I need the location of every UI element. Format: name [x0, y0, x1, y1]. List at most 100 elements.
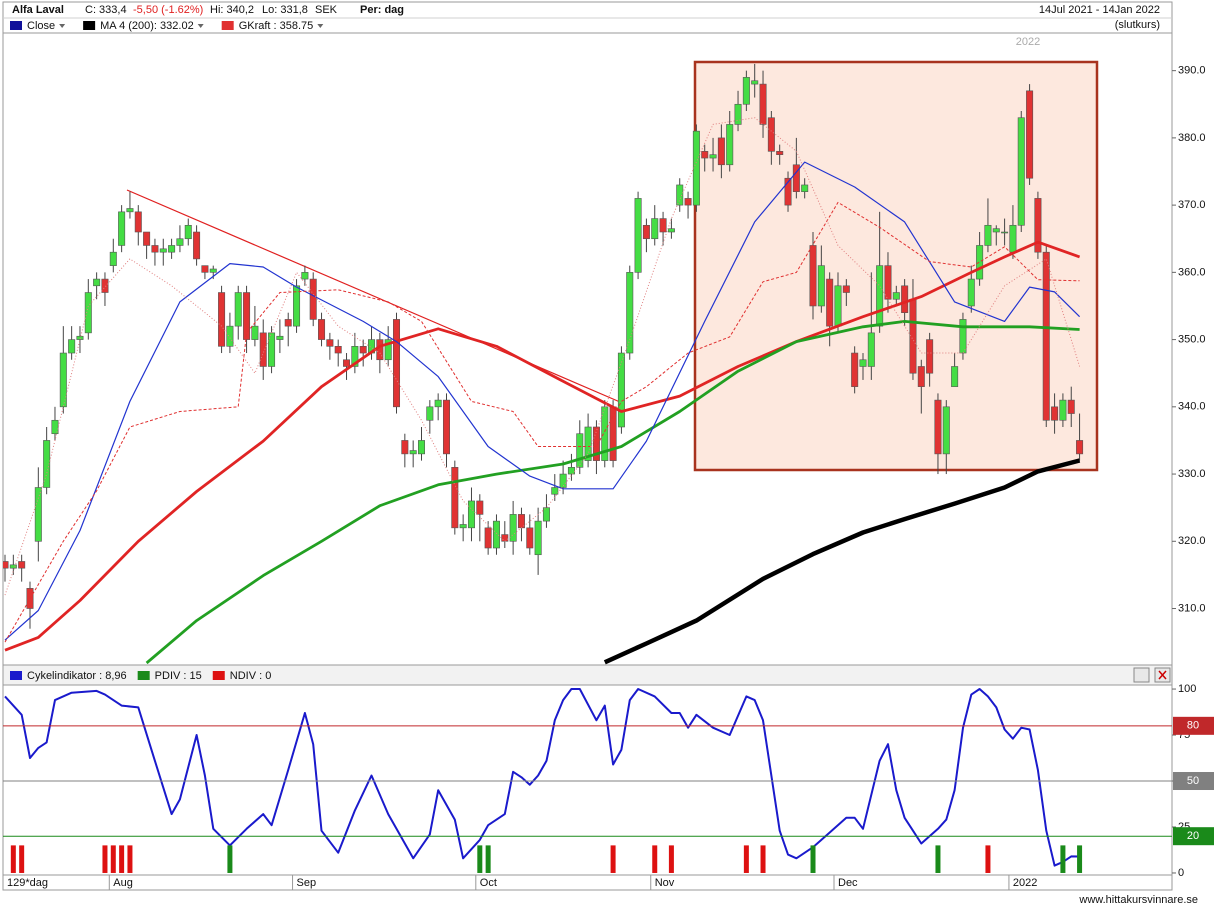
- candle-body: [301, 272, 309, 280]
- legend-dropdown[interactable]: [59, 24, 66, 28]
- candle-body: [551, 487, 559, 495]
- period-label: 129*dag: [7, 877, 48, 889]
- candle-body: [534, 520, 542, 556]
- candle-body: [234, 292, 242, 327]
- candle-body: [1009, 224, 1017, 253]
- candle-body: [526, 527, 534, 549]
- overlay-line: [4, 201, 1080, 643]
- candle-body: [609, 406, 617, 461]
- candle-body: [309, 278, 317, 320]
- divergence-bar: [935, 845, 941, 873]
- candle-body: [809, 245, 817, 307]
- divergence-bar: [477, 845, 483, 873]
- candle-body: [509, 514, 517, 542]
- candle-body: [93, 278, 101, 287]
- legend-label: GKraft : 358.75: [239, 20, 314, 32]
- candle-body: [559, 473, 567, 488]
- reference-label: 20: [1187, 830, 1199, 842]
- candle-body: [243, 292, 251, 340]
- divergence-bar: [102, 845, 108, 873]
- candle-body: [293, 285, 301, 327]
- legend-swatch: [83, 21, 96, 30]
- x-tick-label: Aug: [113, 877, 133, 889]
- legend-swatch: [212, 671, 225, 680]
- reference-label-box: [1173, 827, 1214, 846]
- candle-body: [384, 339, 392, 361]
- divergence-bar: [1060, 845, 1066, 873]
- candle-body: [1017, 117, 1025, 226]
- candle-body: [126, 208, 134, 213]
- legend-dropdown[interactable]: [317, 24, 324, 28]
- candle-body: [851, 352, 859, 387]
- candle-body: [159, 248, 167, 253]
- candle-body: [976, 245, 984, 280]
- y-tick-label: 330.0: [1178, 468, 1206, 480]
- close-icon: [1158, 670, 1167, 680]
- candle-body: [742, 77, 750, 105]
- candle-body: [476, 500, 484, 515]
- candle-body: [992, 228, 1000, 233]
- divergence-bar: [127, 845, 133, 873]
- divergence-bar: [668, 845, 674, 873]
- candle-body: [409, 450, 417, 455]
- candle-body: [34, 487, 42, 542]
- candle-body: [376, 339, 384, 361]
- candle-body: [276, 335, 284, 340]
- y-tick-label: 310.0: [1178, 602, 1206, 614]
- indicator-panel: [2, 684, 1173, 876]
- candle-body: [1059, 399, 1067, 421]
- divergence-bar: [760, 845, 766, 873]
- y-tick-label: 100: [1178, 683, 1196, 695]
- candle-body: [209, 268, 217, 273]
- candle-body: [393, 319, 401, 408]
- candle-body: [717, 137, 725, 166]
- candle-body: [9, 564, 17, 569]
- candle-body: [201, 265, 209, 273]
- low-price: Lo: 331,8: [262, 4, 308, 16]
- footer-url: www.hittakursvinnare.se: [1078, 894, 1198, 906]
- settings-button[interactable]: [1133, 667, 1150, 683]
- candle-body: [642, 224, 650, 240]
- reference-label: 50: [1187, 775, 1199, 787]
- divergence-bar: [810, 845, 816, 873]
- candle-body: [817, 265, 825, 307]
- candle-body: [667, 228, 675, 233]
- candle-body: [193, 231, 201, 260]
- y-tick-label: 320.0: [1178, 535, 1206, 547]
- candle-body: [792, 164, 800, 192]
- candle-body: [892, 292, 900, 300]
- divergence-bar: [610, 845, 616, 873]
- candle-body: [359, 346, 367, 354]
- candle-body: [84, 292, 92, 334]
- candle-body: [134, 211, 142, 233]
- stock-name: Alfa Laval: [12, 4, 64, 16]
- legend-dropdown[interactable]: [197, 24, 204, 28]
- candle-body: [926, 339, 934, 374]
- candle-body: [1001, 231, 1009, 234]
- x-tick-label: 2022: [1013, 877, 1037, 889]
- candle-body: [259, 332, 267, 367]
- candle-body: [784, 177, 792, 206]
- main-plot: [3, 63, 1084, 665]
- x-axis-strip: [2, 874, 1173, 891]
- divergence-bar: [119, 845, 125, 873]
- candle-body: [118, 211, 126, 246]
- candle-body: [43, 440, 51, 488]
- candle-body: [592, 426, 600, 461]
- legend-label: Cykelindikator : 8,96: [27, 670, 127, 682]
- candle-body: [51, 419, 59, 435]
- candle-body: [467, 500, 475, 529]
- indicator-plot: [4, 688, 1083, 873]
- candle-body: [934, 399, 942, 455]
- y-tick-label: 350.0: [1178, 333, 1206, 345]
- candle-body: [951, 366, 959, 387]
- candle-body: [459, 524, 467, 529]
- candle-body: [984, 224, 992, 246]
- candle-body: [426, 406, 434, 421]
- indicator-line: [4, 688, 1080, 867]
- legend-swatch: [137, 671, 150, 680]
- candle-body: [3, 561, 9, 569]
- candle-body: [751, 80, 759, 85]
- candle-body: [434, 399, 442, 408]
- candle-body: [1026, 90, 1034, 179]
